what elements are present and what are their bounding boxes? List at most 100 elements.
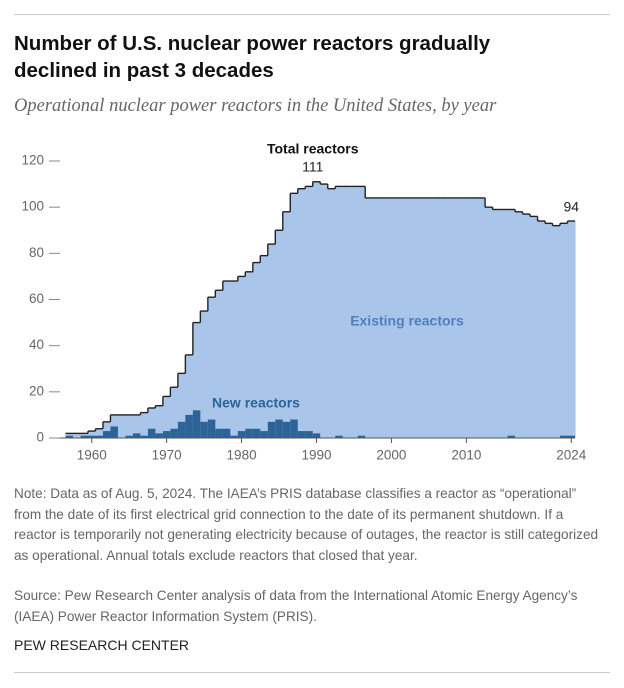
bar bbox=[80, 435, 88, 438]
area-step bbox=[440, 197, 449, 438]
area-step bbox=[132, 414, 142, 438]
area-step bbox=[335, 186, 344, 438]
bar bbox=[260, 431, 268, 438]
area-step bbox=[417, 197, 426, 438]
bar bbox=[560, 435, 568, 438]
bar bbox=[125, 435, 133, 438]
source: Source: Pew Research Center analysis of … bbox=[14, 588, 578, 624]
bar bbox=[222, 428, 231, 438]
bar bbox=[162, 431, 171, 438]
x-tick-label: 1990 bbox=[301, 448, 331, 463]
area-step bbox=[327, 188, 336, 438]
area-step bbox=[147, 407, 157, 438]
bar bbox=[155, 433, 163, 438]
x-tick-label: 2010 bbox=[451, 448, 481, 463]
area-step bbox=[282, 211, 291, 438]
chart-subtitle: Operational nuclear power reactors in th… bbox=[14, 96, 497, 116]
area-step bbox=[365, 197, 374, 438]
area-step bbox=[155, 405, 164, 438]
x-tick-label: 1980 bbox=[227, 448, 257, 463]
area-step bbox=[305, 186, 314, 438]
y-tick-label: 60 bbox=[29, 291, 44, 306]
area-step bbox=[80, 433, 89, 438]
area-step bbox=[372, 197, 381, 438]
bar bbox=[65, 435, 73, 438]
area-step bbox=[222, 281, 231, 438]
area-step bbox=[162, 396, 171, 438]
x-tick-label: 1970 bbox=[152, 448, 182, 463]
area-step bbox=[485, 207, 494, 438]
bar bbox=[267, 421, 276, 438]
area-label: Existing reactors bbox=[350, 313, 464, 329]
area-step bbox=[267, 244, 276, 438]
bar bbox=[567, 435, 575, 438]
bar bbox=[230, 435, 238, 438]
area-step bbox=[545, 223, 554, 438]
bar bbox=[207, 419, 216, 438]
area-step bbox=[140, 412, 149, 438]
area-step bbox=[522, 214, 531, 438]
credit: PEW RESEARCH CENTER bbox=[14, 637, 190, 653]
area-step bbox=[65, 433, 74, 438]
bar bbox=[290, 419, 298, 438]
bar bbox=[87, 435, 96, 438]
bar bbox=[237, 431, 246, 438]
y-tick-label: 120 bbox=[21, 153, 44, 168]
area-step bbox=[432, 197, 441, 438]
bar bbox=[102, 431, 111, 438]
bar bbox=[282, 421, 291, 438]
bar bbox=[507, 435, 516, 438]
area-step bbox=[500, 209, 509, 438]
area-step bbox=[530, 216, 539, 438]
bar bbox=[335, 435, 343, 438]
area-step bbox=[200, 311, 209, 438]
area-step bbox=[177, 373, 186, 438]
area-step bbox=[560, 223, 569, 438]
area-step bbox=[537, 221, 546, 438]
area-step bbox=[275, 230, 284, 438]
y-tick-label: 0 bbox=[36, 430, 44, 445]
area-step bbox=[72, 433, 82, 438]
area-step bbox=[245, 271, 254, 438]
area-step bbox=[552, 225, 561, 438]
area-step bbox=[290, 193, 299, 438]
data-label: 94 bbox=[563, 199, 579, 215]
bar bbox=[192, 410, 201, 438]
x-tick-label: 2000 bbox=[376, 448, 406, 463]
area-step bbox=[387, 197, 396, 438]
data-label: 111 bbox=[302, 158, 323, 174]
bar bbox=[275, 419, 283, 438]
x-tick-label: 1960 bbox=[77, 448, 107, 463]
x-tick-label: 2024 bbox=[556, 448, 587, 463]
area-step bbox=[350, 186, 359, 438]
series-label: New reactors bbox=[212, 395, 300, 411]
area-step bbox=[455, 197, 464, 438]
area-step bbox=[102, 421, 112, 438]
area-step bbox=[87, 431, 97, 438]
area-step bbox=[462, 197, 471, 438]
bar bbox=[185, 414, 193, 438]
series-label: Total reactors bbox=[267, 141, 359, 157]
bar bbox=[132, 433, 141, 438]
area-step bbox=[237, 276, 246, 438]
area-step bbox=[380, 197, 389, 438]
area-step bbox=[567, 221, 576, 438]
area-step bbox=[357, 186, 366, 438]
bar bbox=[252, 428, 261, 438]
area-step bbox=[470, 197, 479, 438]
y-tick-label: 40 bbox=[29, 337, 44, 352]
area-step bbox=[312, 181, 321, 438]
area-step bbox=[95, 428, 104, 438]
bar bbox=[305, 431, 313, 438]
bar bbox=[170, 428, 178, 438]
area-step bbox=[117, 414, 127, 438]
bar bbox=[245, 428, 253, 438]
y-tick-label: 20 bbox=[29, 383, 44, 398]
area-step bbox=[395, 197, 404, 438]
area-step bbox=[207, 297, 216, 438]
bar bbox=[95, 435, 103, 438]
bottom-rule bbox=[14, 672, 610, 673]
area-step bbox=[402, 197, 411, 438]
